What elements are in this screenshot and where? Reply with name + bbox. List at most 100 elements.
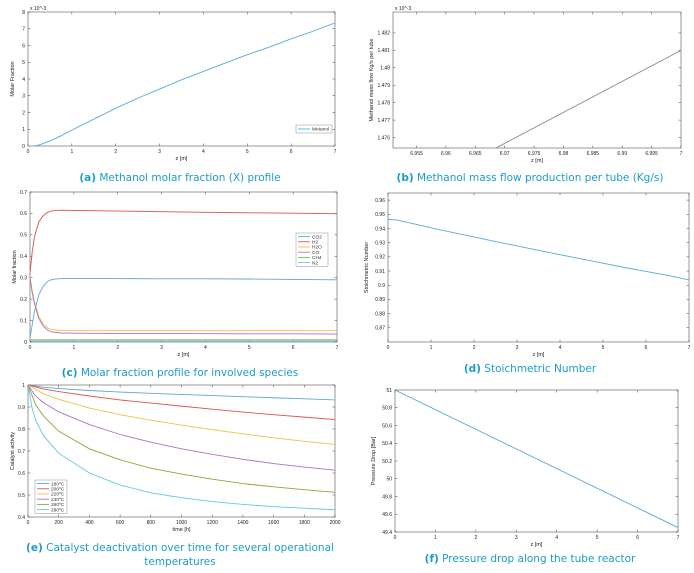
y-tick-label: 0.6 (18, 471, 25, 477)
plot-frame (29, 191, 338, 343)
y-tick-label: 0.93 (375, 240, 385, 246)
x-tick-label: 6.97 (500, 151, 510, 157)
series-line-h2 (30, 209, 337, 274)
caption-c-text: Molar fraction profile for involved spec… (80, 367, 299, 379)
y-tick-label: 50 (386, 477, 392, 483)
y-tick-label: 0.9 (378, 283, 385, 289)
y-tick-label: 0.5 (20, 233, 27, 239)
chart-b: 6.955 6.96 6.965 6.97 6.975 6.98 6.985 6.99 6.99… (369, 6, 683, 164)
legend-label: 260ºC (51, 502, 65, 508)
y-tick-label: 0.6 (20, 211, 27, 217)
caption-b-text: Methanol mass flow production per tube (… (417, 172, 664, 184)
y-tick-label: 0.87 (375, 326, 385, 332)
x-tick-label: 3 (160, 345, 163, 351)
y-tick-label: 1.477 (377, 118, 390, 124)
x-axis-label: z [m] (176, 156, 188, 162)
x-tick-label: 6.96 (441, 151, 451, 157)
caption-f: (f) Pressure drop along the tube reactor (370, 552, 690, 566)
x-tick-label: 0 (29, 345, 32, 351)
y-tick-label: 1.482 (377, 31, 390, 37)
chart-d: 0 1 2 3 4 5 6 7 0.87 0.88 0.89 0.9 0.91 0.92 0.93 0.94 0… (364, 192, 691, 358)
caption-e-tag: (e) (26, 542, 43, 554)
y-tick-label: 6 (22, 43, 25, 49)
x-tick-label: 1800 (299, 520, 310, 526)
caption-f-text: Pressure drop along the tube reactor (442, 553, 636, 565)
x-tick-label: 7 (336, 345, 339, 351)
y-tick-label: 0.8 (18, 427, 25, 433)
y-multiplier: x 10^-3 (395, 6, 411, 12)
x-tick-label: 3 (516, 345, 519, 351)
y-tick-label: 0.96 (375, 198, 385, 204)
y-tick-label: 2 (22, 110, 25, 116)
y-tick-label: 8 (22, 10, 25, 16)
y-tick-label: 4 (22, 77, 25, 83)
x-tick-label: 2 (114, 149, 117, 155)
y-tick-label: 50.6 (382, 423, 392, 429)
plot-frame (387, 192, 690, 343)
legend-label: CH4 (312, 255, 322, 261)
x-tick-label: 0 (27, 520, 30, 526)
x-tick-label: 0 (394, 535, 397, 541)
series-line-220-c (28, 385, 335, 445)
series-line-h2o (30, 277, 337, 332)
legend-label: CO2 (312, 234, 322, 240)
legend-label: 220ºC (51, 492, 65, 498)
x-axis-label: z [m] (533, 352, 545, 358)
y-tick-label: 5 (22, 60, 25, 66)
y-tick-label: 0.7 (18, 449, 25, 455)
chart-e: 0 200 400 600 800 1000 1200 1400 1600 1800 2000 0.4… (10, 383, 341, 533)
x-tick-label: 4 (204, 345, 207, 351)
legend-box (295, 124, 333, 134)
x-tick-label: 1200 (207, 520, 218, 526)
plot-frame (394, 389, 679, 533)
series-line-metanol (28, 22, 335, 146)
y-tick-label: 49.8 (382, 494, 392, 500)
x-tick-label: 6 (645, 345, 648, 351)
legend-label: H2 (312, 240, 318, 246)
series-line-pressure (395, 390, 678, 528)
plot-frame (27, 384, 336, 518)
x-tick-label: 1400 (237, 520, 248, 526)
chart-a: 0 1 2 3 4 5 6 7 0 1 2 3 4 5 6 7 8 x 10^-3 z [m] Molar Fract… (10, 6, 337, 162)
y-tick-label: 0.3 (20, 276, 27, 282)
y-tick-label: 49.6 (382, 512, 392, 518)
y-axis-label: Molar Fraction (10, 61, 16, 96)
legend-label: H2O (312, 245, 322, 251)
caption-a-tag: (a) (79, 172, 97, 184)
y-tick-label: 0.2 (20, 297, 27, 303)
x-tick-label: 5 (596, 535, 599, 541)
chart-f: 0 1 2 3 4 5 6 7 49.4 49.6 49.8 50 50.2 50.4 50.6 50.8 51… (371, 388, 680, 548)
legend-label: 240ºC (51, 497, 65, 503)
y-axis-label: Pressure Drop [Bar] (371, 436, 377, 485)
chart-c: 0 1 2 3 4 5 6 7 0 0.1 0.2 0.3 0.4 0.5 0.6 0.7 z [m] Molar… (12, 190, 339, 358)
series-line-stoichiometric-number (388, 218, 689, 281)
caption-c-tag: (c) (61, 367, 78, 379)
y-tick-label: 49.4 (382, 530, 392, 536)
y-tick-label: 0.89 (375, 297, 385, 303)
caption-d-text: Stoichmetric Number (484, 363, 597, 375)
x-tick-label: 0 (27, 149, 30, 155)
caption-a-text: Methanol molar fraction (X) profile (99, 172, 281, 184)
x-axis-label: time [h] (172, 527, 191, 533)
x-axis-label: z [m] (531, 542, 543, 548)
x-tick-label: 1 (72, 345, 75, 351)
x-tick-label: 1600 (268, 520, 279, 526)
y-axis-label: Catalyst activity (10, 432, 16, 470)
x-tick-label: 400 (85, 520, 94, 526)
y-tick-label: 1.478 (377, 100, 390, 106)
caption-d-tag: (d) (463, 363, 481, 375)
x-tick-label: 6.99 (617, 151, 627, 157)
plot-frame (392, 11, 682, 149)
y-axis-label: Stoichmetric Number (364, 242, 370, 294)
x-tick-label: 2 (474, 535, 477, 541)
series-line-240-c (28, 385, 335, 471)
legend-label: N2 (312, 260, 318, 266)
y-tick-label: 0.4 (20, 254, 27, 260)
y-tick-label: 0.92 (375, 255, 385, 261)
x-tick-label: 5 (602, 345, 605, 351)
y-tick-label: 50.2 (382, 459, 392, 465)
series-line-200-c (28, 385, 335, 420)
y-tick-label: 51 (386, 388, 392, 394)
